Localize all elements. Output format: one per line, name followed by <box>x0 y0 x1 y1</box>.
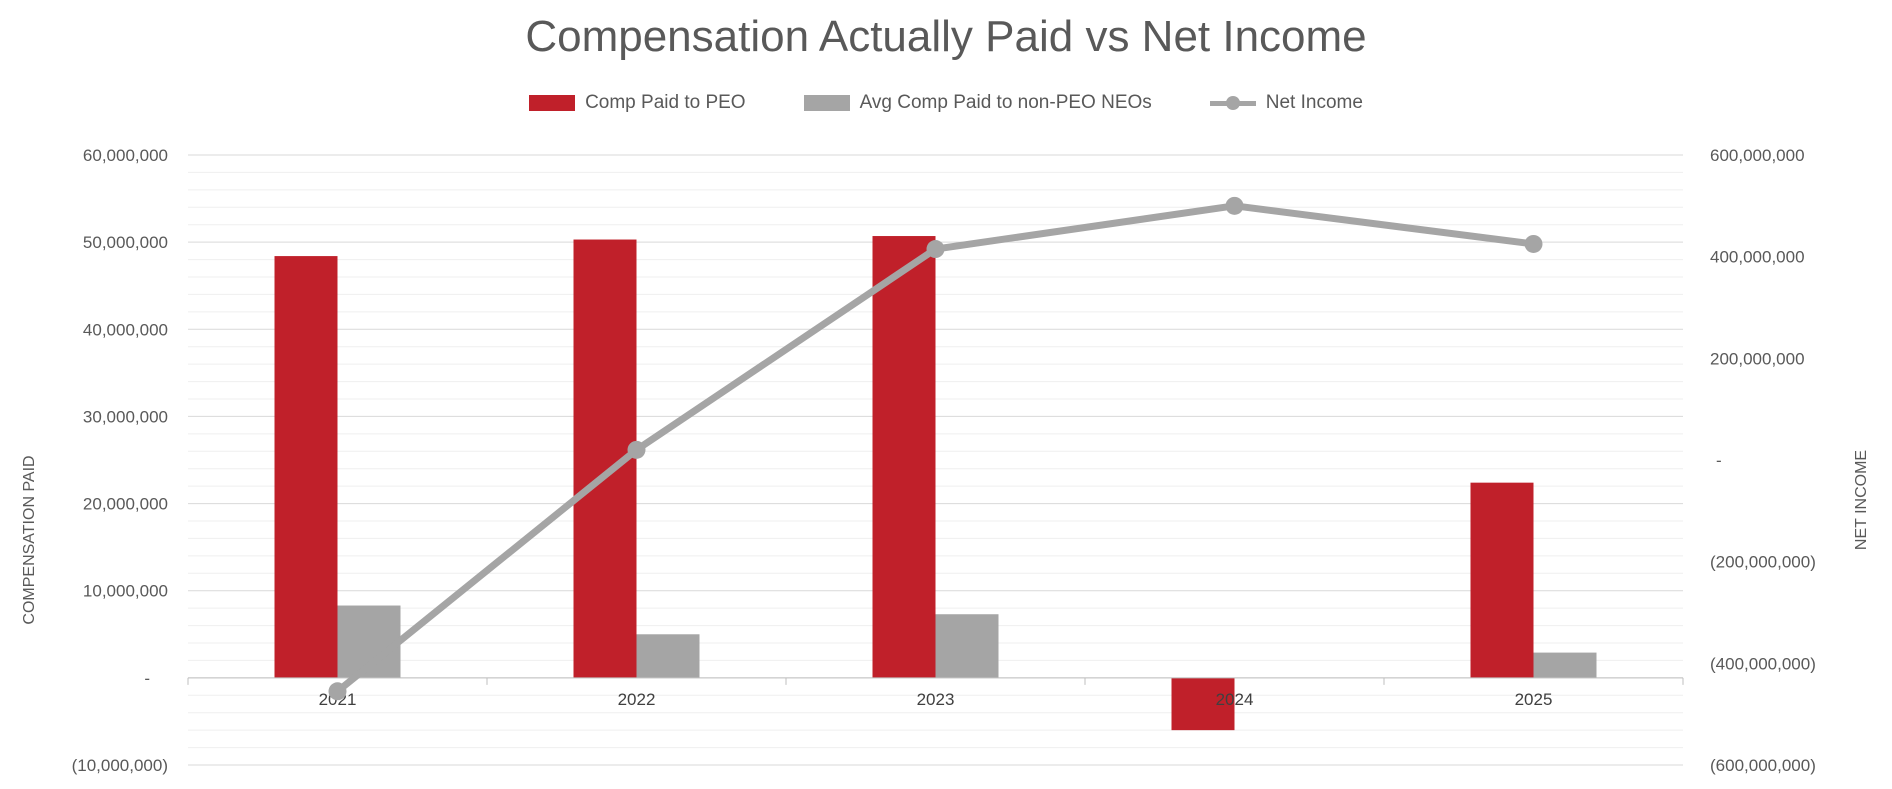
x-tick-label: 2024 <box>1216 690 1254 709</box>
net-income-line <box>328 196 1543 701</box>
bar-peo <box>1171 677 1235 731</box>
legend-label-neo: Avg Comp Paid to non-PEO NEOs <box>859 92 1152 113</box>
legend-item-net-income: Net Income <box>1209 92 1363 114</box>
y-axis-title: COMPENSATION PAID <box>21 455 38 624</box>
net-income-point <box>926 240 945 259</box>
y2-tick-label: 200,000,000 <box>1710 349 1805 368</box>
legend-item-peo: Comp Paid to PEO <box>529 92 746 114</box>
x-axis-ticks: 20212022202320242025 <box>187 677 1684 709</box>
net-income-point <box>328 682 347 701</box>
y-tick-label: - <box>144 669 150 688</box>
bar-neo <box>935 614 999 678</box>
y-tick-label: 20,000,000 <box>83 495 168 514</box>
y-tick-label: 10,000,000 <box>83 582 168 601</box>
legend-swatch-neo <box>803 95 850 111</box>
net-income-point <box>1524 234 1543 253</box>
legend-swatch-net-income <box>1209 95 1256 111</box>
bars <box>274 236 1597 731</box>
bar-neo <box>1533 652 1597 678</box>
legend-item-neo: Avg Comp Paid to non-PEO NEOs <box>803 92 1152 114</box>
chart-title: Compensation Actually Paid vs Net Income <box>525 12 1367 61</box>
y2-tick-label: 400,000,000 <box>1710 248 1805 267</box>
y2-tick-label: - <box>1716 451 1722 470</box>
left-axis-ticks: (10,000,000) - 10,000,000 20,000,000 30,000,… <box>72 146 168 775</box>
x-tick-label: 2025 <box>1515 690 1553 709</box>
y2-tick-label: 600,000,000 <box>1710 146 1805 165</box>
net-income-point <box>1225 196 1244 215</box>
y-tick-label: 30,000,000 <box>83 407 168 426</box>
bar-peo <box>872 236 936 678</box>
legend-label-peo: Comp Paid to PEO <box>585 92 746 113</box>
net-income-point <box>627 440 646 459</box>
x-tick-label: 2022 <box>618 690 656 709</box>
y-tick-label: 40,000,000 <box>83 320 168 339</box>
y2-tick-label: (400,000,000) <box>1710 654 1816 673</box>
y2-axis-title: NET INCOME <box>1853 450 1870 550</box>
x-tick-label: 2023 <box>917 690 955 709</box>
y-tick-label: 50,000,000 <box>83 233 168 252</box>
bar-neo <box>636 634 700 678</box>
legend-swatch-peo <box>529 95 576 111</box>
chart-legend: Comp Paid to PEO Avg Comp Paid to non-PE… <box>0 92 1892 114</box>
y-tick-label: 60,000,000 <box>83 146 168 165</box>
y-tick-label: (10,000,000) <box>72 756 168 775</box>
legend-label-net-income: Net Income <box>1265 92 1363 113</box>
y2-tick-label: (600,000,000) <box>1710 756 1816 775</box>
right-axis-ticks: (600,000,000) (400,000,000) (200,000,000) -… <box>1710 146 1816 775</box>
y2-tick-label: (200,000,000) <box>1710 553 1816 572</box>
bar-peo <box>274 256 338 678</box>
bar-peo <box>1470 482 1534 678</box>
